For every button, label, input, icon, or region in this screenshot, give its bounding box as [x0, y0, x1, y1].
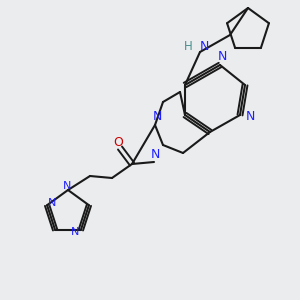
- Text: N: N: [63, 181, 71, 191]
- Text: N: N: [150, 148, 160, 160]
- Text: N: N: [152, 110, 162, 122]
- Text: O: O: [113, 136, 123, 148]
- Text: H: H: [184, 40, 192, 53]
- Text: N: N: [217, 50, 227, 64]
- Text: N: N: [48, 198, 56, 208]
- Text: N: N: [71, 227, 79, 237]
- Text: N: N: [245, 110, 255, 124]
- Text: N: N: [199, 40, 209, 53]
